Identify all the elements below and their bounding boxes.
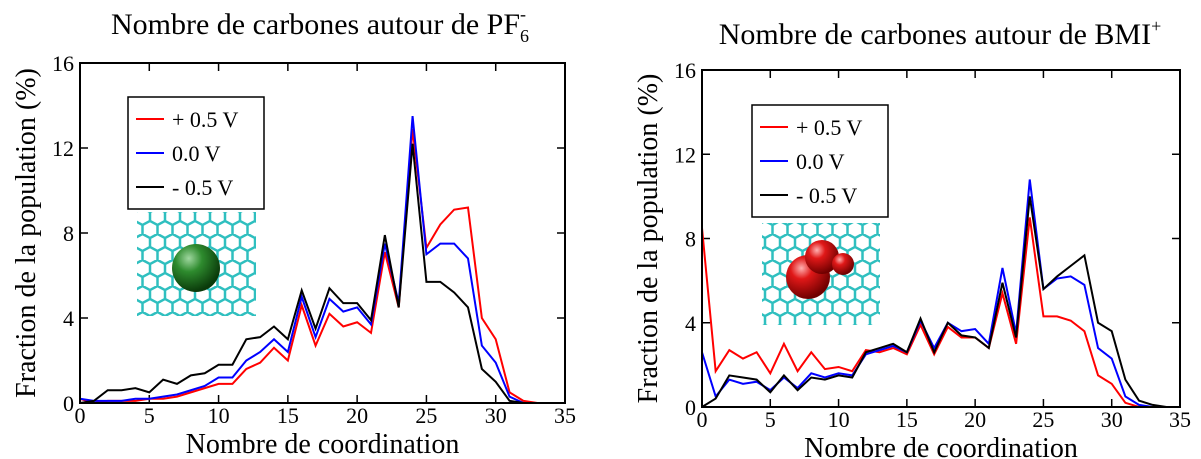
x-tick-label: 25 (415, 403, 437, 428)
x-tick-label: 15 (277, 403, 299, 428)
series-line (701, 217, 1180, 408)
x-tick-label: 5 (144, 403, 155, 428)
y-tick-label: 16 (674, 58, 696, 83)
y-tick-label: 4 (685, 311, 696, 336)
legend-label: + 0.5 V (172, 107, 239, 132)
y-tick-label: 0 (63, 391, 74, 416)
legend-label: 0.0 V (172, 141, 221, 166)
legend-label: 0.0 V (796, 149, 845, 174)
title-main: Nombre de carbones autour de PF (111, 8, 520, 41)
title-sup: + (1151, 16, 1161, 36)
series-line (79, 128, 565, 405)
x-axis-label: Nombre de coordination (804, 433, 1078, 459)
plot-frame (701, 69, 1181, 408)
title-sub: 6 (520, 26, 529, 46)
y-tick-label: 0 (685, 395, 696, 420)
x-tick-label: 10 (828, 407, 850, 432)
y-tick-label: 12 (52, 136, 74, 161)
x-tick-label: 20 (964, 407, 986, 432)
inset-right (762, 223, 880, 325)
y-tick-label: 8 (63, 221, 74, 246)
legend-label: - 0.5 V (796, 183, 857, 208)
y-axis-label: Fraction de la population (%) (633, 74, 664, 404)
series-line (79, 116, 565, 404)
y-tick-label: 8 (685, 227, 696, 252)
plot-frame (79, 62, 566, 404)
title-main: Nombre de carbones autour de BMI (719, 18, 1151, 51)
legend-label: - 0.5 V (172, 175, 233, 200)
x-axis-label: Nombre de coordination (186, 429, 460, 459)
chart: Nombre de carbones autour de PF6-Nombre … (11, 4, 576, 459)
x-tick-label: 0 (697, 407, 708, 432)
y-axis-label: Fraction de la population (%) (11, 68, 42, 398)
x-tick-label: 0 (75, 403, 86, 428)
chart-title: Nombre de carbones autour de PF6- (111, 4, 529, 46)
x-tick-label: 30 (485, 403, 507, 428)
legend-label: + 0.5 V (796, 115, 863, 140)
series-line (79, 143, 565, 404)
x-tick-label: 35 (554, 403, 576, 428)
inset-left (137, 212, 256, 316)
x-tick-label: 35 (1169, 407, 1191, 432)
chart: Nombre de carbones autour de BMI+Nombre … (633, 16, 1191, 459)
y-tick-label: 16 (52, 51, 74, 76)
anion (172, 244, 220, 292)
series-line (701, 196, 1180, 408)
x-tick-label: 10 (208, 403, 230, 428)
title-sup: - (520, 4, 526, 24)
cation (805, 240, 839, 274)
chart-title: Nombre de carbones autour de BMI+ (719, 16, 1162, 51)
y-tick-label: 4 (63, 306, 74, 331)
x-tick-label: 30 (1101, 407, 1123, 432)
x-tick-label: 25 (1032, 407, 1054, 432)
x-tick-label: 20 (346, 403, 368, 428)
y-tick-label: 12 (674, 142, 696, 167)
cation (832, 253, 854, 275)
x-tick-label: 15 (896, 407, 918, 432)
x-tick-label: 5 (765, 407, 776, 432)
